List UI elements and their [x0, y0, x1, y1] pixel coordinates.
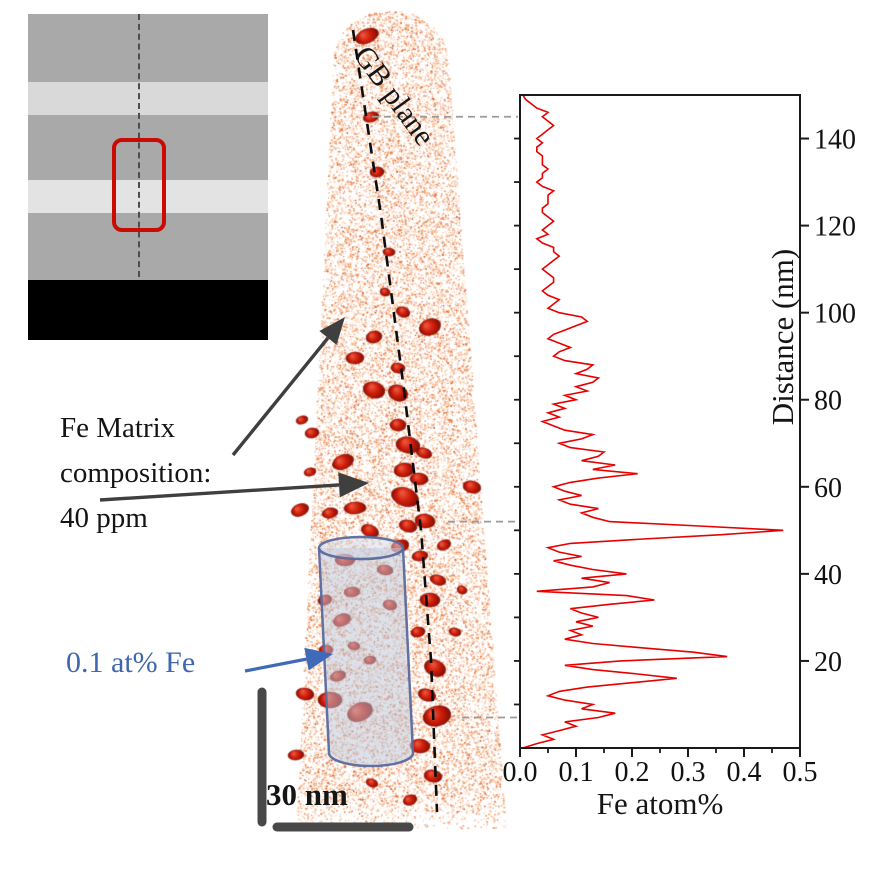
x-tick-label: 0.1: [559, 757, 594, 788]
x-tick-label: 0.4: [727, 757, 762, 788]
y-tick-label: 60: [814, 473, 842, 504]
y-axis-title: Distance (nm): [765, 248, 800, 426]
y-tick-label: 80: [814, 386, 842, 417]
fe-profile-line: [522, 94, 784, 749]
x-tick-label: 0.3: [671, 757, 706, 788]
x-tick-label: 0.2: [615, 757, 650, 788]
scale-bar-label: 30 nm: [266, 777, 348, 812]
matrix-arrow-lower-head: [338, 472, 369, 498]
y-tick-label: 100: [814, 299, 856, 330]
y-tick-label: 120: [814, 212, 856, 243]
gb-plane-dashed-line: [351, 29, 439, 813]
roi-cylinder-body: [317, 547, 415, 768]
y-tick-label: 140: [814, 125, 856, 156]
cylinder-composition-label: 0.1 at% Fe: [66, 646, 196, 679]
cylinder-arrow-head: [304, 647, 333, 671]
y-tick-label: 40: [814, 560, 842, 591]
matrix-arrow-lower-line: [99, 483, 340, 502]
x-axis-title: Fe atom%: [596, 786, 724, 821]
matrix-arrow-upper-line: [231, 336, 330, 457]
roi-cylinder-top: [317, 535, 405, 561]
matrix-arrow-upper-head: [319, 317, 345, 345]
x-tick-label: 0.5: [783, 757, 818, 788]
x-tick-label: 0.0: [503, 757, 538, 788]
y-tick-label: 20: [814, 647, 842, 678]
cylinder-arrow-line: [244, 657, 307, 673]
matrix-composition-label: Fe Matrix composition: 40 ppm: [60, 412, 212, 534]
